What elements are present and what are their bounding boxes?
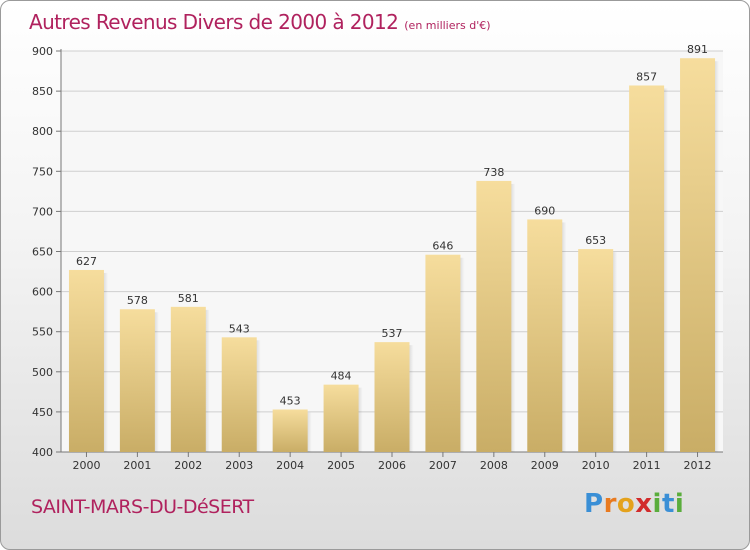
bar [170, 306, 206, 452]
data-label: 537 [382, 327, 403, 340]
y-tick-label: 450 [32, 406, 53, 419]
y-tick-label: 900 [32, 45, 53, 58]
x-tick-label: 2011 [633, 459, 661, 472]
data-label: 578 [127, 294, 148, 307]
y-tick-label: 550 [32, 326, 53, 339]
bar [476, 180, 512, 452]
logo-letter: i [652, 489, 662, 519]
bar [425, 254, 461, 452]
bar-shadow [562, 222, 567, 452]
bar-shadow [205, 309, 210, 452]
data-label: 453 [280, 394, 301, 407]
data-label: 690 [534, 204, 555, 217]
bar [578, 249, 614, 452]
bar [374, 342, 410, 452]
bar [119, 309, 155, 452]
bar-shadow [103, 272, 108, 452]
logo-letter: o [616, 489, 636, 519]
y-tick-label: 850 [32, 85, 53, 98]
data-label: 484 [331, 370, 352, 383]
data-label: 581 [178, 292, 199, 305]
bar-shadow [613, 252, 618, 452]
x-tick-label: 2010 [582, 459, 610, 472]
y-tick-label: 650 [32, 246, 53, 259]
logo-letter: x [635, 489, 653, 519]
x-tick-label: 2009 [531, 459, 559, 472]
x-tick-label: 2004 [276, 459, 304, 472]
y-tick-label: 750 [32, 165, 53, 178]
x-tick-label: 2000 [72, 459, 100, 472]
title-row: Autres Revenus Divers de 2000 à 2012 (en … [29, 10, 491, 34]
x-tick-label: 2005 [327, 459, 355, 472]
chart-subtitle: (en milliers d'€) [404, 19, 491, 32]
bar-shadow [460, 257, 465, 452]
x-tick-label: 2002 [174, 459, 202, 472]
bar-shadow [409, 345, 414, 452]
bar [680, 58, 716, 453]
x-tick-label: 2007 [429, 459, 457, 472]
proxiti-logo: Proxiti [584, 489, 684, 519]
y-tick-label: 500 [32, 366, 53, 379]
data-label: 646 [432, 240, 453, 253]
data-label: 543 [229, 322, 250, 335]
data-label: 627 [76, 255, 97, 268]
bar-shadow [511, 183, 516, 452]
logo-letter: r [603, 489, 617, 519]
data-label: 738 [483, 166, 504, 179]
chart-title: Autres Revenus Divers de 2000 à 2012 [29, 10, 399, 34]
bar-shadow [307, 412, 312, 452]
bar [68, 269, 104, 452]
logo-letter: P [584, 489, 604, 519]
x-tick-label: 2008 [480, 459, 508, 472]
bar-shadow [154, 312, 159, 452]
bar [221, 337, 257, 452]
x-tick-label: 2001 [123, 459, 151, 472]
y-tick-label: 800 [32, 125, 53, 138]
data-label: 857 [636, 70, 657, 83]
bar-shadow [256, 340, 261, 452]
data-label: 891 [687, 43, 708, 56]
data-label: 653 [585, 234, 606, 247]
x-tick-label: 2003 [225, 459, 253, 472]
commune-name: SAINT-MARS-DU-DéSERT [31, 496, 254, 518]
y-tick-label: 700 [32, 205, 53, 218]
y-tick-label: 400 [32, 446, 53, 459]
y-tick-label: 600 [32, 286, 53, 299]
bar-shadow [358, 387, 363, 452]
bar-shadow [664, 88, 669, 453]
logo-letter: i [674, 489, 685, 519]
bar [323, 384, 359, 452]
logo-letter: t [661, 489, 675, 519]
bar [272, 409, 308, 452]
bar [527, 219, 563, 452]
bar-shadow [715, 61, 720, 453]
x-tick-label: 2012 [684, 459, 712, 472]
bar [629, 85, 665, 453]
x-tick-label: 2006 [378, 459, 406, 472]
